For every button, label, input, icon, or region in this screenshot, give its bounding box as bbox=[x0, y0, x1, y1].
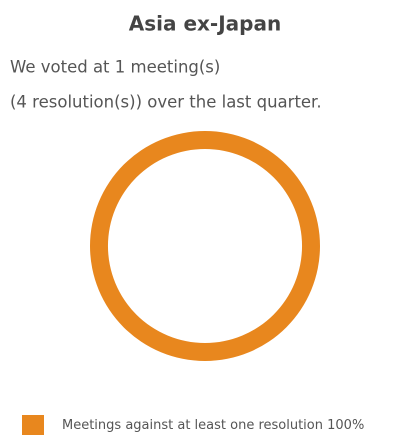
donut-segment bbox=[90, 131, 320, 361]
subtitle: We voted at 1 meeting(s) bbox=[10, 58, 220, 77]
legend-value: 100% bbox=[327, 418, 364, 433]
legend-label: Meetings against at least one resolution… bbox=[62, 418, 364, 433]
legend-swatch bbox=[22, 415, 44, 435]
subtitle: (4 resolution(s)) over the last quarter. bbox=[10, 93, 322, 112]
legend-category: Meetings against at least one resolution bbox=[62, 418, 323, 433]
chart-title: Asia ex-Japan bbox=[129, 12, 281, 36]
